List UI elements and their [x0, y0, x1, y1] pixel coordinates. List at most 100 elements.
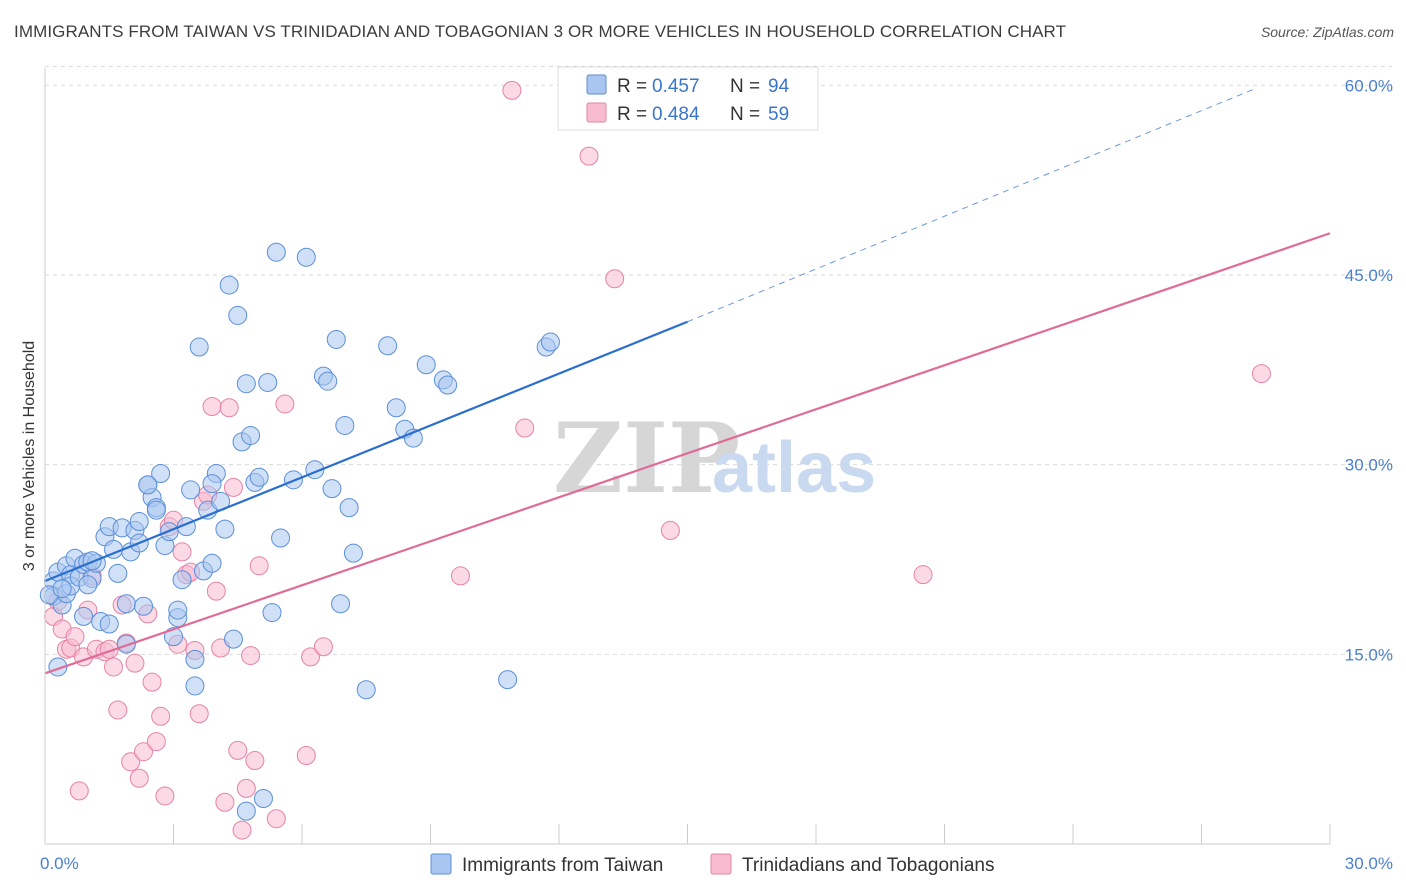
legend-r-value-trinidadian: 0.484 [652, 104, 700, 125]
data-point-taiwan [181, 480, 201, 500]
legend-swatch-trinidadian [586, 102, 607, 123]
data-point-taiwan [228, 305, 248, 325]
series-taiwan-points [39, 242, 560, 821]
data-point-trinidadian [146, 732, 166, 752]
data-point-trinidadian [206, 581, 226, 601]
y-tick-label: 15.0% [1345, 645, 1393, 664]
data-point-trinidadian [69, 781, 89, 801]
top-legend: R = 0.457 N = 94 R = 0.484 N = 59 [557, 66, 819, 131]
data-point-taiwan [202, 553, 222, 573]
data-point-taiwan [108, 563, 128, 583]
bottom-legend-label-trinidadian: Trinidadians and Tobagonians [742, 855, 994, 876]
data-point-trinidadian [236, 778, 256, 798]
bottom-legend-label-taiwan: Immigrants from Taiwan [462, 855, 663, 876]
data-point-trinidadian [241, 646, 261, 666]
data-point-trinidadian [450, 566, 470, 586]
data-point-taiwan [318, 371, 338, 391]
data-point-trinidadian [660, 520, 680, 540]
y-tick-labels: 15.0% 30.0% 45.0% 60.0% [1345, 76, 1393, 664]
y-tick-label: 30.0% [1345, 456, 1393, 475]
data-point-trinidadian [313, 637, 333, 657]
chart-title: IMMIGRANTS FROM TAIWAN VS TRINIDADIAN AN… [14, 22, 1067, 41]
data-point-trinidadian [275, 394, 295, 414]
grid-lines [45, 65, 1392, 655]
legend-n-value-taiwan: 94 [768, 76, 790, 97]
data-point-trinidadian [189, 704, 209, 724]
data-point-taiwan [249, 467, 269, 487]
data-point-taiwan [416, 355, 436, 375]
data-point-taiwan [343, 543, 363, 563]
data-point-taiwan [258, 372, 278, 392]
data-point-taiwan [378, 336, 398, 356]
data-point-trinidadian [202, 396, 222, 416]
data-point-taiwan [138, 475, 158, 495]
data-point-trinidadian [913, 565, 933, 585]
data-point-trinidadian [301, 647, 321, 667]
data-point-taiwan [326, 329, 346, 349]
data-point-taiwan [185, 676, 205, 696]
watermark-zip: ZIP [553, 402, 740, 515]
data-point-taiwan [116, 594, 136, 614]
data-point-taiwan [540, 332, 560, 352]
x-tick-labels: 0.0% 30.0% [40, 854, 1393, 873]
data-point-taiwan [335, 415, 355, 435]
data-point-trinidadian [151, 706, 171, 726]
data-point-taiwan [253, 788, 273, 808]
x-tick-label: 0.0% [40, 854, 79, 873]
data-point-trinidadian [1251, 364, 1271, 384]
data-point-taiwan [236, 801, 256, 821]
data-point-taiwan [331, 594, 351, 614]
data-point-taiwan [146, 500, 166, 520]
legend-r-label-trinidadian: R = [617, 104, 647, 125]
data-point-taiwan [164, 627, 183, 647]
data-point-taiwan [172, 570, 192, 590]
data-point-taiwan [498, 670, 518, 690]
data-point-trinidadian [125, 653, 145, 673]
data-point-taiwan [74, 606, 94, 626]
data-point-trinidadian [223, 477, 243, 497]
data-point-taiwan [151, 463, 171, 483]
trendline-trinidadian [44, 232, 1331, 675]
data-point-trinidadian [108, 700, 128, 720]
legend-swatch-taiwan [586, 74, 607, 95]
data-point-taiwan [99, 614, 119, 634]
y-tick-label: 45.0% [1345, 266, 1393, 285]
data-point-taiwan [339, 498, 359, 518]
data-point-taiwan [134, 596, 154, 616]
data-point-taiwan [82, 551, 102, 571]
data-point-taiwan [219, 275, 239, 295]
data-point-taiwan [271, 528, 291, 548]
data-point-taiwan [223, 629, 243, 649]
data-point-taiwan [189, 337, 209, 357]
data-point-taiwan [241, 426, 261, 446]
trendline-taiwan [44, 320, 688, 583]
data-point-trinidadian [266, 809, 286, 829]
data-point-trinidadian [129, 768, 149, 788]
axes [44, 68, 1331, 845]
trendline-taiwan-extension [687, 87, 1258, 323]
legend-n-label-trinidadian: N = [730, 104, 760, 125]
data-point-trinidadian [515, 418, 535, 438]
data-point-taiwan [262, 603, 282, 623]
data-point-trinidadian [104, 657, 124, 677]
data-point-trinidadian [134, 742, 154, 762]
data-point-taiwan [52, 579, 72, 599]
data-point-trinidadian [228, 740, 248, 760]
bottom-legend-swatch-taiwan [430, 853, 452, 875]
y-tick-label: 60.0% [1345, 76, 1393, 95]
source-credit: Source: ZipAtlas.com [1260, 24, 1394, 40]
bottom-legend-swatch-trinidadian [710, 853, 732, 875]
data-point-taiwan [322, 479, 342, 499]
data-point-trinidadian [502, 80, 522, 100]
data-point-taiwan [266, 242, 286, 262]
data-point-taiwan [185, 649, 205, 669]
data-point-taiwan [386, 398, 406, 418]
data-point-trinidadian [155, 786, 175, 806]
trend-lines [44, 87, 1331, 675]
legend-r-value-taiwan: 0.457 [652, 76, 700, 97]
watermark-atlas: atlas [712, 428, 876, 508]
data-point-taiwan [168, 600, 188, 620]
data-point-trinidadian [579, 146, 599, 166]
data-point-taiwan [215, 519, 235, 539]
